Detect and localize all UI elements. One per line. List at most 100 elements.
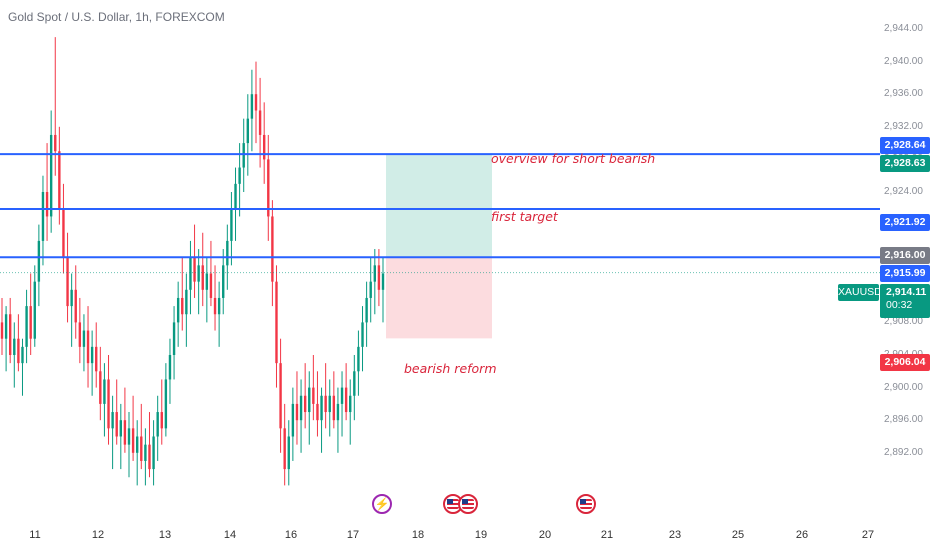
price-tick: 2,924.00: [884, 186, 923, 197]
candle: [172, 306, 176, 380]
candle: [308, 371, 311, 445]
candle: [246, 94, 250, 176]
candle: [45, 143, 49, 241]
candle: [365, 281, 368, 347]
candle: [99, 346, 102, 421]
candle: [201, 232, 204, 307]
candle: [324, 363, 327, 429]
candle: [275, 265, 278, 388]
candle: [250, 69, 254, 152]
profit-zone: [386, 154, 492, 258]
candle: [37, 224, 41, 307]
candle: [185, 273, 188, 347]
candle: [140, 403, 143, 470]
candle: [74, 265, 77, 339]
loss-zone: [386, 257, 492, 339]
candle: [361, 306, 364, 372]
candle: [86, 306, 90, 388]
candle: [193, 224, 196, 298]
time-tick: 27: [861, 529, 875, 541]
price-label-2915-99: 2,915.99: [880, 265, 930, 282]
candle: [103, 363, 106, 437]
flash-icon[interactable]: ⚡: [372, 494, 392, 514]
candle: [152, 420, 155, 486]
candle: [148, 412, 151, 478]
candle: [197, 249, 200, 315]
candle: [54, 37, 57, 176]
candle: [131, 395, 135, 461]
candle: [262, 102, 266, 184]
chart-title: Gold Spot / U.S. Dollar, 1h, FOREXCOM: [8, 10, 225, 24]
candle: [295, 371, 299, 445]
time-tick: 19: [474, 529, 488, 541]
candle: [181, 257, 184, 331]
candle: [78, 297, 82, 364]
candle: [49, 110, 53, 233]
candle: [336, 387, 340, 453]
candle: [107, 355, 110, 445]
time-tick: 16: [284, 529, 298, 541]
time-tick: 26: [795, 529, 809, 541]
candle: [41, 175, 45, 266]
candle: [369, 257, 372, 323]
candle: [205, 257, 209, 323]
candle: [377, 249, 381, 307]
candle: [234, 167, 237, 241]
time-tick: 21: [600, 529, 614, 541]
bar-countdown: 00:32: [886, 299, 913, 311]
price-label-2928-64: 2,928.64: [880, 137, 930, 154]
time-tick: 14: [223, 529, 237, 541]
candle: [349, 379, 352, 445]
time-tick: 12: [91, 529, 105, 541]
horizontal-lines[interactable]: [0, 153, 880, 259]
annotation-first-target[interactable]: first target: [491, 209, 558, 224]
candle: [287, 420, 290, 486]
candle: [156, 395, 159, 461]
time-tick: 20: [538, 529, 552, 541]
candle: [242, 118, 245, 192]
candle: [13, 322, 16, 388]
candle: [21, 338, 24, 396]
candle: [62, 183, 65, 274]
candle: [82, 314, 86, 372]
candle: [213, 265, 217, 331]
candle: [271, 200, 274, 307]
candle: [0, 297, 4, 355]
candle: [160, 379, 163, 445]
candle: [238, 143, 241, 217]
candle: [135, 420, 139, 486]
candle: [381, 257, 385, 323]
annotation-overview[interactable]: overview for short bearish: [491, 151, 656, 166]
current-price-box: 2,914.11 00:32: [880, 284, 930, 318]
candle: [299, 379, 303, 453]
price-tick: 2,900.00: [884, 381, 923, 393]
candle: [127, 412, 131, 478]
symbol-tag: XAUUSD: [838, 284, 882, 301]
candle: [279, 338, 282, 453]
position-zones: [386, 154, 492, 339]
candle: [209, 240, 213, 307]
candle: [25, 289, 28, 364]
us-flag-icon[interactable]: [576, 494, 596, 514]
candle: [230, 192, 233, 266]
price-label-2921-92: 2,921.92: [880, 214, 930, 231]
candle: [320, 387, 323, 453]
price-tick: 2,932.00: [884, 120, 923, 132]
price-label-2928-63: 2,928.63: [880, 155, 930, 172]
candle: [291, 387, 295, 461]
price-label-2906-04: 2,906.04: [880, 354, 930, 371]
price-tick: 2,936.00: [884, 88, 923, 100]
price-tick: 2,908.00: [884, 316, 923, 328]
time-tick: 23: [668, 529, 682, 541]
candle: [283, 403, 286, 486]
candle: [328, 379, 331, 437]
us-flag-icon[interactable]: [458, 494, 478, 514]
annotation-bearish-reform[interactable]: bearish reform: [404, 361, 497, 376]
candle: [144, 428, 147, 486]
candle: [33, 265, 36, 347]
candle: [373, 249, 377, 315]
price-tick: 2,944.00: [884, 23, 923, 34]
candle: [357, 330, 360, 396]
candle: [312, 355, 315, 421]
